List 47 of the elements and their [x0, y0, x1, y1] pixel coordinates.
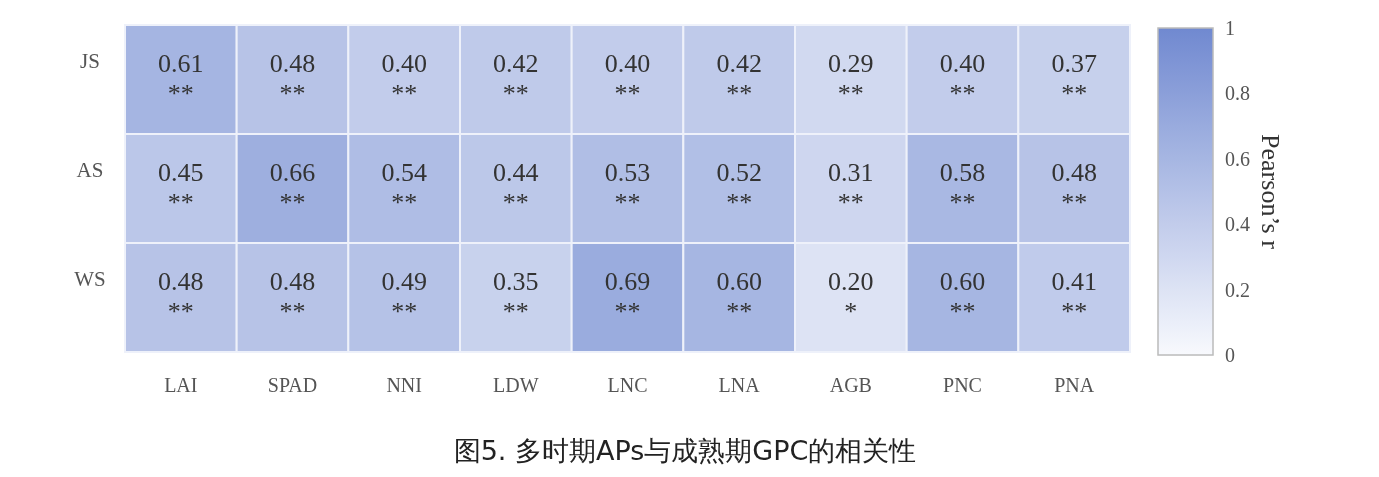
x-tick-label: NNI: [386, 374, 422, 396]
data-label: 0.41 **: [1051, 266, 1097, 326]
x-tick-label: SPAD: [267, 374, 318, 396]
color-bar-label: 0.6: [1225, 147, 1250, 170]
data-label: 0.54 **: [381, 157, 427, 217]
data-label: 0.53 **: [604, 157, 651, 217]
data-label: 0.66 **: [269, 157, 316, 217]
data-label: 0.40 **: [381, 48, 427, 108]
data-label: 0.48 **: [158, 266, 204, 326]
data-label: 0.48 **: [269, 48, 316, 108]
data-label: 0.52 **: [716, 157, 762, 217]
data-label: 0.45 **: [158, 157, 204, 217]
data-label: 0.40 **: [604, 48, 651, 108]
color-bar-label: 1: [1225, 17, 1235, 39]
data-label: 0.60 **: [716, 266, 762, 326]
x-tick-label: LAI: [164, 374, 198, 396]
data-label: 0.31 **: [828, 157, 874, 217]
y-tick-label: WS: [74, 266, 106, 291]
data-label: 0.42 **: [493, 48, 539, 108]
y-tick-label: AS: [76, 157, 104, 182]
x-tick-label: PNC: [943, 374, 982, 396]
data-label: 0.40 **: [939, 48, 986, 108]
color-bar-label: 0.8: [1225, 82, 1250, 105]
data-label: 0.69 **: [604, 266, 651, 326]
data-label: 0.61 **: [158, 48, 204, 108]
data-label: 0.42 **: [716, 48, 762, 108]
color-bar-title: Pearson’s r: [1256, 134, 1285, 250]
x-tick-label: LNA: [718, 374, 761, 396]
data-label: 0.58 **: [939, 157, 986, 217]
data-label: 0.60 **: [939, 266, 986, 326]
x-tick-label: LNC: [607, 374, 648, 396]
data-label: 0.48 **: [269, 266, 316, 326]
data-label: 0.20 *: [828, 266, 874, 326]
color-bar-label: 0.2: [1225, 278, 1250, 301]
data-label: 0.37 **: [1051, 48, 1097, 108]
color-bar-label: 0: [1225, 344, 1235, 366]
data-label: 0.49 **: [381, 266, 427, 326]
color-bar-label: 0.4: [1225, 213, 1250, 236]
data-label: 0.29 **: [828, 48, 874, 108]
data-label: 0.44 **: [493, 157, 539, 217]
y-tick-label: JS: [80, 48, 100, 73]
x-tick-label: LDW: [493, 374, 539, 396]
x-tick-label: PNA: [1054, 374, 1095, 396]
data-label: 0.35 **: [493, 266, 539, 326]
text: 图5. 多时期APs与成熟期GPC的相关性: [453, 435, 917, 466]
data-label: 0.48 **: [1051, 157, 1097, 217]
x-tick-label: AGB: [829, 374, 872, 396]
